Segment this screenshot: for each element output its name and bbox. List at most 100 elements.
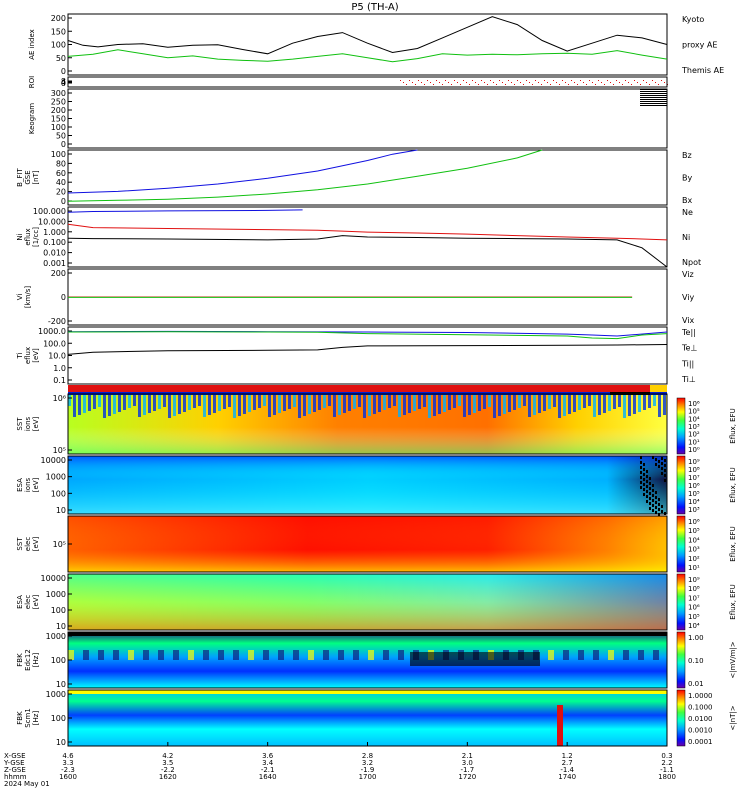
sst-ion-stripe: [418, 394, 421, 409]
y-axis-label: Edc12: [24, 649, 32, 671]
colorbar-tick-label: 10⁵: [688, 490, 700, 498]
sst-ion-stripe: [503, 394, 506, 414]
roi-dot: [652, 80, 653, 81]
esa-ion-speckle: [658, 465, 660, 468]
colorbar-tick-label: 10⁶: [688, 482, 700, 490]
roi-dot: [604, 84, 605, 85]
roi-dot: [580, 80, 581, 81]
fbk-e-burst: [593, 650, 599, 660]
colorbar-tick-label: 0.0001: [688, 738, 713, 746]
y-tick-label: 0.010: [43, 249, 66, 258]
roi-dot: [499, 80, 500, 81]
colorbar-label: Eflux, EFU: [729, 467, 737, 502]
colorbar-tick-label: 10³: [688, 506, 700, 514]
x-tick-label: 3.6: [262, 752, 274, 760]
y-axis-label: B_FIT: [16, 167, 24, 186]
sst-ion-stripe: [193, 394, 196, 408]
fbk-e-burst: [608, 650, 614, 660]
roi-dot: [520, 82, 521, 83]
panel-fbk_b: 1000 100 10 FBK Scm1 [Hz] 1.0000 0.1000 0.0100 0.…: [16, 689, 737, 747]
fbk-e-burst: [113, 650, 119, 660]
sst-ion-stripe: [358, 394, 361, 407]
sst-ion-stripe: [258, 394, 261, 408]
x-tick-label: 1800: [658, 773, 676, 781]
colorbar-tick-label: 10²: [688, 555, 700, 563]
sst-ion-stripe: [138, 394, 141, 417]
colorbar-tick-label: 10⁵: [688, 613, 700, 621]
esa-ion-speckle: [655, 463, 657, 466]
y-tick-label: 0.1: [53, 376, 66, 385]
sst-ion-stripe: [613, 394, 616, 409]
sst-ion-stripe: [143, 394, 146, 415]
series-npot: [67, 209, 303, 213]
roi-dot: [493, 82, 494, 83]
y-tick-label: -200: [48, 317, 66, 326]
sst-ion-stripe: [68, 394, 71, 406]
legend-label: Ti⊥: [681, 375, 696, 384]
y-tick-label: 200: [51, 106, 66, 115]
sst-ion-stripe: [328, 394, 331, 406]
sst-ion-stripe: [383, 394, 386, 410]
roi-dot: [541, 84, 542, 85]
sst-ion-stripe: [343, 394, 346, 413]
fbk-e-burst: [623, 650, 629, 660]
x-axis-row-label: hhmm: [4, 773, 27, 781]
roi-dot: [415, 84, 416, 85]
colorbar-tick-label: 0.01: [688, 680, 704, 688]
colorbar-tick-label: 10⁹: [688, 576, 700, 584]
fbk-b-red-spike: [557, 705, 563, 746]
roi-dot: [490, 80, 491, 81]
sst-ion-stripe: [288, 394, 291, 409]
y-tick-label: 0: [61, 197, 66, 206]
colorbar-tick-label: 0.0100: [688, 715, 713, 723]
legend-label: Vix: [682, 316, 695, 325]
colorbar-tick-label: 10⁶: [688, 518, 700, 526]
roi-dot: [613, 84, 614, 85]
keogram-dot: [640, 103, 667, 104]
fbk-e-burst: [203, 650, 209, 660]
roi-dot: [589, 80, 590, 81]
sst-ion-stripe: [168, 394, 171, 418]
esa-ion-speckle: [664, 469, 666, 472]
esa-ion-speckle: [646, 470, 648, 473]
sst-ion-stripe: [598, 394, 601, 415]
fbk-e-burst: [563, 650, 569, 660]
colorbar-tick-label: 10¹: [688, 564, 700, 572]
roi-dot: [436, 80, 437, 81]
sst-ion-stripe: [298, 394, 301, 418]
sst-ion-stripe: [83, 394, 86, 413]
roi-dot: [400, 80, 401, 81]
esa-ion-speckle: [652, 484, 654, 487]
panel-fbk_e: 1000 100 10 FBK Edc12 [Hz] 1.00 0.10 0.01 <|mV/m|…: [16, 631, 737, 689]
sst-ion-stripe: [423, 394, 426, 407]
x-tick-label: 1740: [558, 773, 576, 781]
sst-ion-stripe: [218, 394, 221, 411]
sst-ion-stripe: [563, 394, 566, 416]
x-tick-label: -2.1: [261, 766, 275, 774]
panel-roi: 840 ROI: [28, 76, 668, 88]
sst-ion-stripe: [513, 394, 516, 410]
spectrogram-fbk_b: [68, 690, 667, 746]
roi-dot: [619, 82, 620, 83]
fbk-e-burst: [263, 650, 269, 660]
sst-ion-stripe: [108, 394, 111, 416]
y-tick-label: 0: [61, 293, 66, 302]
y-tick-label: 60: [56, 169, 66, 178]
sst-ion-stripe: [353, 394, 356, 409]
sst-ion-stripe: [543, 394, 546, 411]
legend-label: Ti||: [681, 359, 694, 368]
y-axis-label: ions: [24, 416, 32, 431]
esa-ion-speckle: [649, 487, 651, 490]
sst-ion-stripe: [213, 394, 216, 413]
roi-dot: [646, 82, 647, 83]
esa-ion-speckle: [649, 477, 651, 480]
colorbar: [676, 573, 686, 631]
esa-ion-speckle: [649, 507, 651, 510]
roi-dot: [496, 84, 497, 85]
y-tick-label: 4: [61, 78, 66, 87]
spectrogram-overlay-esa_ion: [68, 456, 667, 514]
colorbar: [676, 631, 686, 689]
roi-dot: [568, 84, 569, 85]
series-ti-: [67, 331, 668, 340]
